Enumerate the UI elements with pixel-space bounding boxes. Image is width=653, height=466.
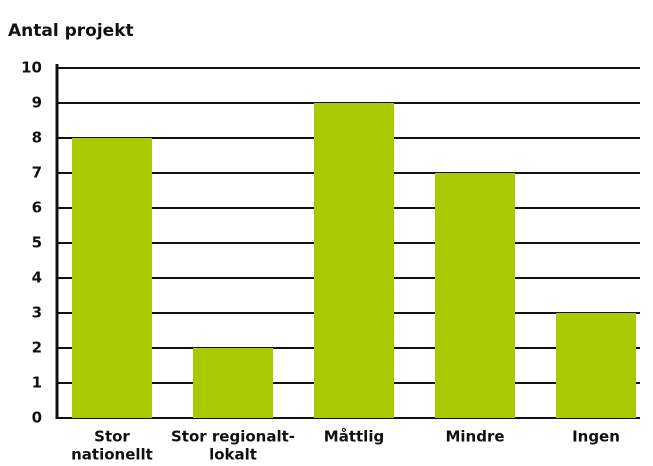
x-tick-label: lokalt [209, 446, 257, 464]
x-tick-label: Mindre [445, 428, 504, 446]
y-tick-label: 6 [32, 199, 42, 217]
bar [556, 313, 636, 418]
y-tick-label: 1 [32, 374, 42, 392]
x-tick-label: Måttlig [324, 428, 384, 446]
x-tick-label: Stor regionalt- [171, 428, 295, 446]
x-tick-label: Stor [94, 428, 130, 446]
bar [435, 173, 515, 418]
y-tick-label: 10 [21, 59, 42, 77]
y-tick-label: 5 [32, 234, 42, 252]
x-tick-label: nationellt [71, 446, 153, 464]
chart-title: Antal projekt [8, 21, 134, 41]
x-tick-label: Ingen [572, 428, 620, 446]
y-tick-label: 3 [32, 304, 42, 322]
y-tick-label: 2 [32, 339, 42, 357]
y-tick-label: 7 [32, 164, 42, 182]
bar [193, 348, 273, 418]
y-tick-label: 4 [32, 269, 42, 287]
bar [314, 103, 394, 418]
y-tick-label: 9 [32, 94, 42, 112]
y-tick-label: 0 [32, 409, 42, 427]
bar [72, 138, 152, 418]
y-tick-label: 8 [32, 129, 42, 147]
